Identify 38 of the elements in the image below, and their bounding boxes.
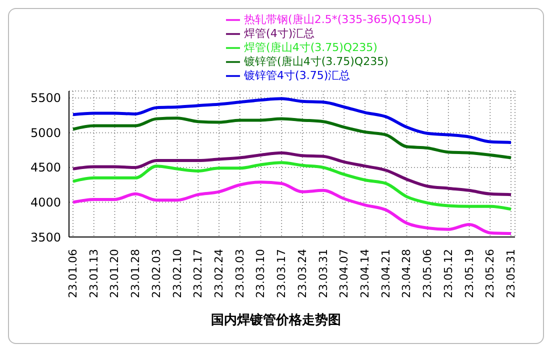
x-tick-label: 23.01.28 (129, 249, 142, 298)
line-series (72, 97, 512, 144)
x-tick-label: 23.04.14 (358, 249, 372, 298)
legend-label: 镀锌管(唐山4寸(3.75)Q235) (244, 55, 388, 68)
x-tick-label: 23.01.06 (66, 249, 80, 298)
legend-label: 镀锌管4寸(3.75)汇总 (244, 69, 350, 82)
line-series (72, 151, 512, 196)
legend-label: 焊管(4寸)汇总 (244, 27, 315, 40)
y-tick-label: 5500 (30, 91, 61, 106)
y-tick-label: 4000 (30, 196, 61, 210)
x-tick-label: 23.02.17 (192, 249, 205, 298)
x-tick-label: 23.02.03 (150, 249, 163, 298)
x-tick-label: 23.05.12 (442, 249, 455, 298)
y-tick-label: 4500 (30, 160, 61, 175)
line-series (72, 161, 512, 211)
x-tick-label: 23.03.03 (233, 249, 246, 298)
line-series (72, 180, 512, 236)
x-tick-label: 23.04.28 (400, 249, 414, 298)
line-series (72, 116, 512, 160)
x-tick-label: 23.03.31 (316, 249, 330, 298)
x-tick-label: 23.03.10 (254, 249, 268, 298)
x-tick-label: 23.01.20 (108, 249, 122, 298)
legend-label: 焊管(唐山4寸(3.75)Q235) (244, 41, 378, 54)
x-tick-label: 23.04.21 (379, 249, 392, 298)
x-tick-label: 23.03.17 (275, 249, 288, 298)
x-tick-label: 23.05.19 (462, 249, 476, 298)
y-tick-label: 5000 (30, 126, 61, 140)
y-tick-label: 3500 (30, 230, 61, 244)
x-tick-label: 23.05.31 (504, 249, 518, 298)
x-tick-label: 23.02.10 (170, 249, 184, 298)
legend-label: 热轧带钢(唐山2.5*(335-365)Q195L) (244, 13, 432, 26)
x-tick-label: 23.04.07 (338, 249, 351, 298)
x-tick-label: 23.02.24 (212, 249, 226, 298)
x-tick-label: 23.05.06 (421, 249, 434, 298)
text: 国内焊镀管价格走势图 (210, 312, 342, 329)
x-tick-label: 23.01.13 (87, 249, 100, 298)
x-tick-label: 23.03.24 (296, 249, 309, 298)
x-tick-label: 23.05.26 (484, 249, 497, 298)
